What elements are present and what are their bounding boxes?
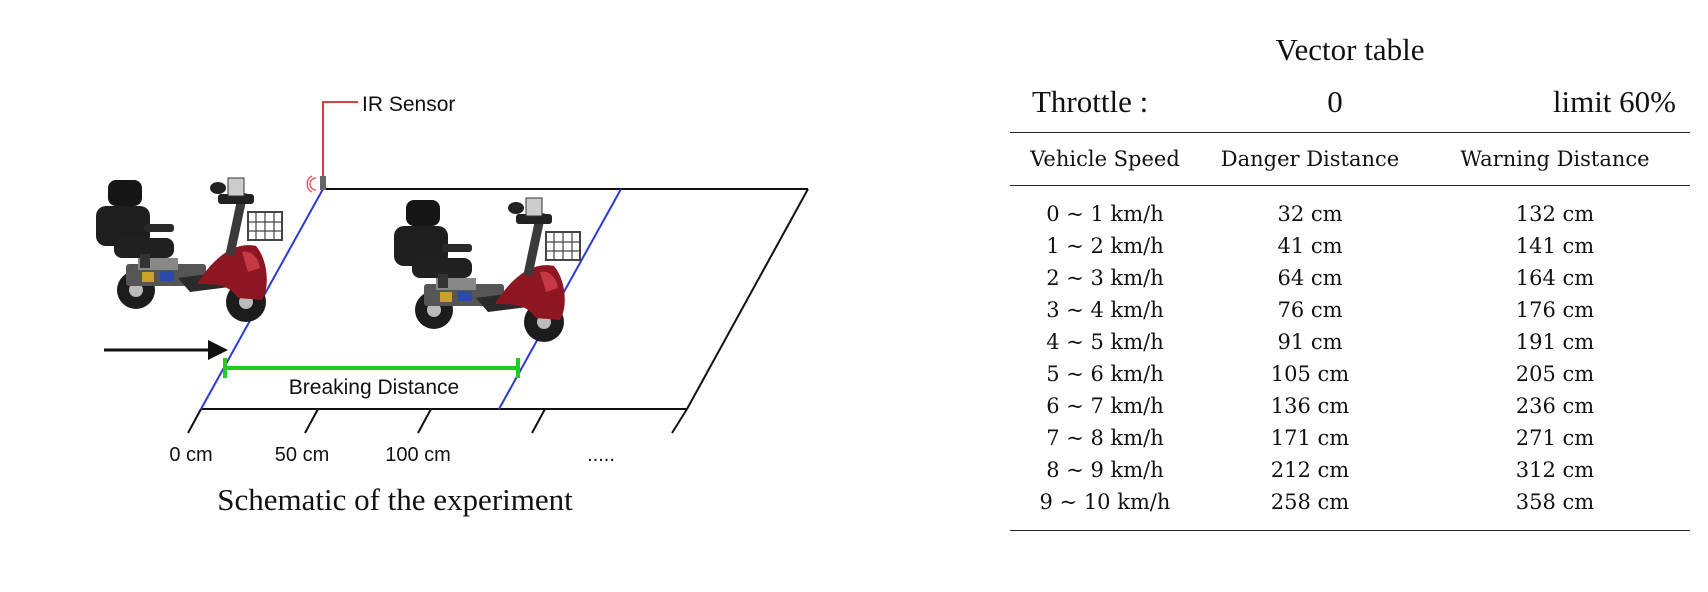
sensor-wave-icon	[309, 177, 317, 191]
warning-distance-cell: 141 cm	[1515, 234, 1595, 258]
breaking-distance-bar	[223, 358, 520, 378]
throttle-row: Throttle : 0 limit 60%	[1010, 72, 1690, 132]
throttle-label: Throttle :	[1032, 84, 1149, 119]
throttle-value: 0	[1327, 84, 1343, 119]
danger-distance-cell: 212 cm	[1270, 458, 1350, 482]
table-row: 4 ~ 5 km/h 91 cm 191 cm	[1010, 326, 1690, 358]
tick-label-100: 100 cm	[385, 444, 451, 466]
danger-distance-cell: 41 cm	[1277, 234, 1343, 258]
danger-distance-cell: 64 cm	[1277, 266, 1343, 290]
warning-distance-cell: 358 cm	[1515, 490, 1595, 514]
danger-distance-cell: 171 cm	[1270, 426, 1350, 450]
speed-cell: 7 ~ 8 km/h	[1046, 426, 1164, 450]
table-row: 8 ~ 9 km/h 212 cm 312 cm	[1010, 454, 1690, 486]
ir-sensor-label: IR Sensor	[362, 93, 455, 116]
table-title: Vector table	[1275, 32, 1425, 67]
warning-distance-cell: 191 cm	[1515, 330, 1595, 354]
speed-cell: 5 ~ 6 km/h	[1046, 362, 1164, 386]
warning-distance-cell: 271 cm	[1515, 426, 1595, 450]
vector-table: Vehicle Speed Danger Distance Warning Di…	[1010, 132, 1690, 531]
speed-cell: 1 ~ 2 km/h	[1046, 234, 1164, 258]
distance-ticks	[187, 408, 688, 434]
sensor-leader-line	[322, 101, 358, 178]
speed-cell: 2 ~ 3 km/h	[1046, 266, 1164, 290]
danger-distance-cell: 105 cm	[1270, 362, 1350, 386]
table-row: 7 ~ 8 km/h 171 cm 271 cm	[1010, 422, 1690, 454]
tick-label-0: 0 cm	[169, 444, 212, 466]
header-danger-distance: Danger Distance	[1200, 132, 1420, 186]
danger-distance-cell: 76 cm	[1277, 298, 1343, 322]
speed-cell: 3 ~ 4 km/h	[1046, 298, 1164, 322]
scooter-start-image	[95, 177, 283, 323]
speed-cell: 0 ~ 1 km/h	[1046, 202, 1164, 226]
warning-distance-cell: 205 cm	[1515, 362, 1595, 386]
danger-distance-cell: 32 cm	[1277, 202, 1343, 226]
warning-distance-cell: 312 cm	[1515, 458, 1595, 482]
table-row: 0 ~ 1 km/h 32 cm 132 cm	[1010, 186, 1690, 231]
speed-cell: 8 ~ 9 km/h	[1046, 458, 1164, 482]
lane-right-edge	[686, 188, 809, 410]
table-row: 2 ~ 3 km/h 64 cm 164 cm	[1010, 262, 1690, 294]
warning-distance-cell: 236 cm	[1515, 394, 1595, 418]
table-row: 5 ~ 6 km/h 105 cm 205 cm	[1010, 358, 1690, 390]
motion-arrow-icon	[104, 340, 228, 360]
header-warning-distance: Warning Distance	[1420, 132, 1690, 186]
breaking-distance-label: Breaking Distance	[289, 376, 459, 399]
warning-distance-cell: 132 cm	[1515, 202, 1595, 226]
sensor-body	[320, 176, 326, 190]
tick-label-ellipsis: .....	[587, 444, 615, 466]
table-row: 3 ~ 4 km/h 76 cm 176 cm	[1010, 294, 1690, 326]
table-header-row: Vehicle Speed Danger Distance Warning Di…	[1010, 132, 1690, 186]
speed-cell: 4 ~ 5 km/h	[1046, 330, 1164, 354]
danger-distance-cell: 258 cm	[1270, 490, 1350, 514]
tick-label-50: 50 cm	[275, 444, 329, 466]
table-row: 1 ~ 2 km/h 41 cm 141 cm	[1010, 230, 1690, 262]
speed-cell: 6 ~ 7 km/h	[1046, 394, 1164, 418]
warning-distance-cell: 164 cm	[1515, 266, 1595, 290]
table-row: 6 ~ 7 km/h 136 cm 236 cm	[1010, 390, 1690, 422]
danger-distance-cell: 136 cm	[1270, 394, 1350, 418]
diagram-caption: Schematic of the experiment	[217, 482, 573, 517]
experiment-schematic: 0 cm 50 cm 100 cm ..... IR Sensor Breaki…	[95, 93, 809, 517]
speed-cell: 9 ~ 10 km/h	[1039, 490, 1171, 514]
scooter-stop-image	[393, 197, 581, 343]
warning-distance-cell: 176 cm	[1515, 298, 1595, 322]
danger-distance-cell: 91 cm	[1277, 330, 1343, 354]
throttle-limit: limit 60%	[1552, 84, 1676, 119]
header-vehicle-speed: Vehicle Speed	[1010, 132, 1200, 186]
ir-sensor	[306, 101, 358, 193]
table-row: 9 ~ 10 km/h 258 cm 358 cm	[1010, 486, 1690, 531]
vector-table-panel: Vector table Throttle : 0 limit 60% Vehi…	[1010, 28, 1690, 531]
